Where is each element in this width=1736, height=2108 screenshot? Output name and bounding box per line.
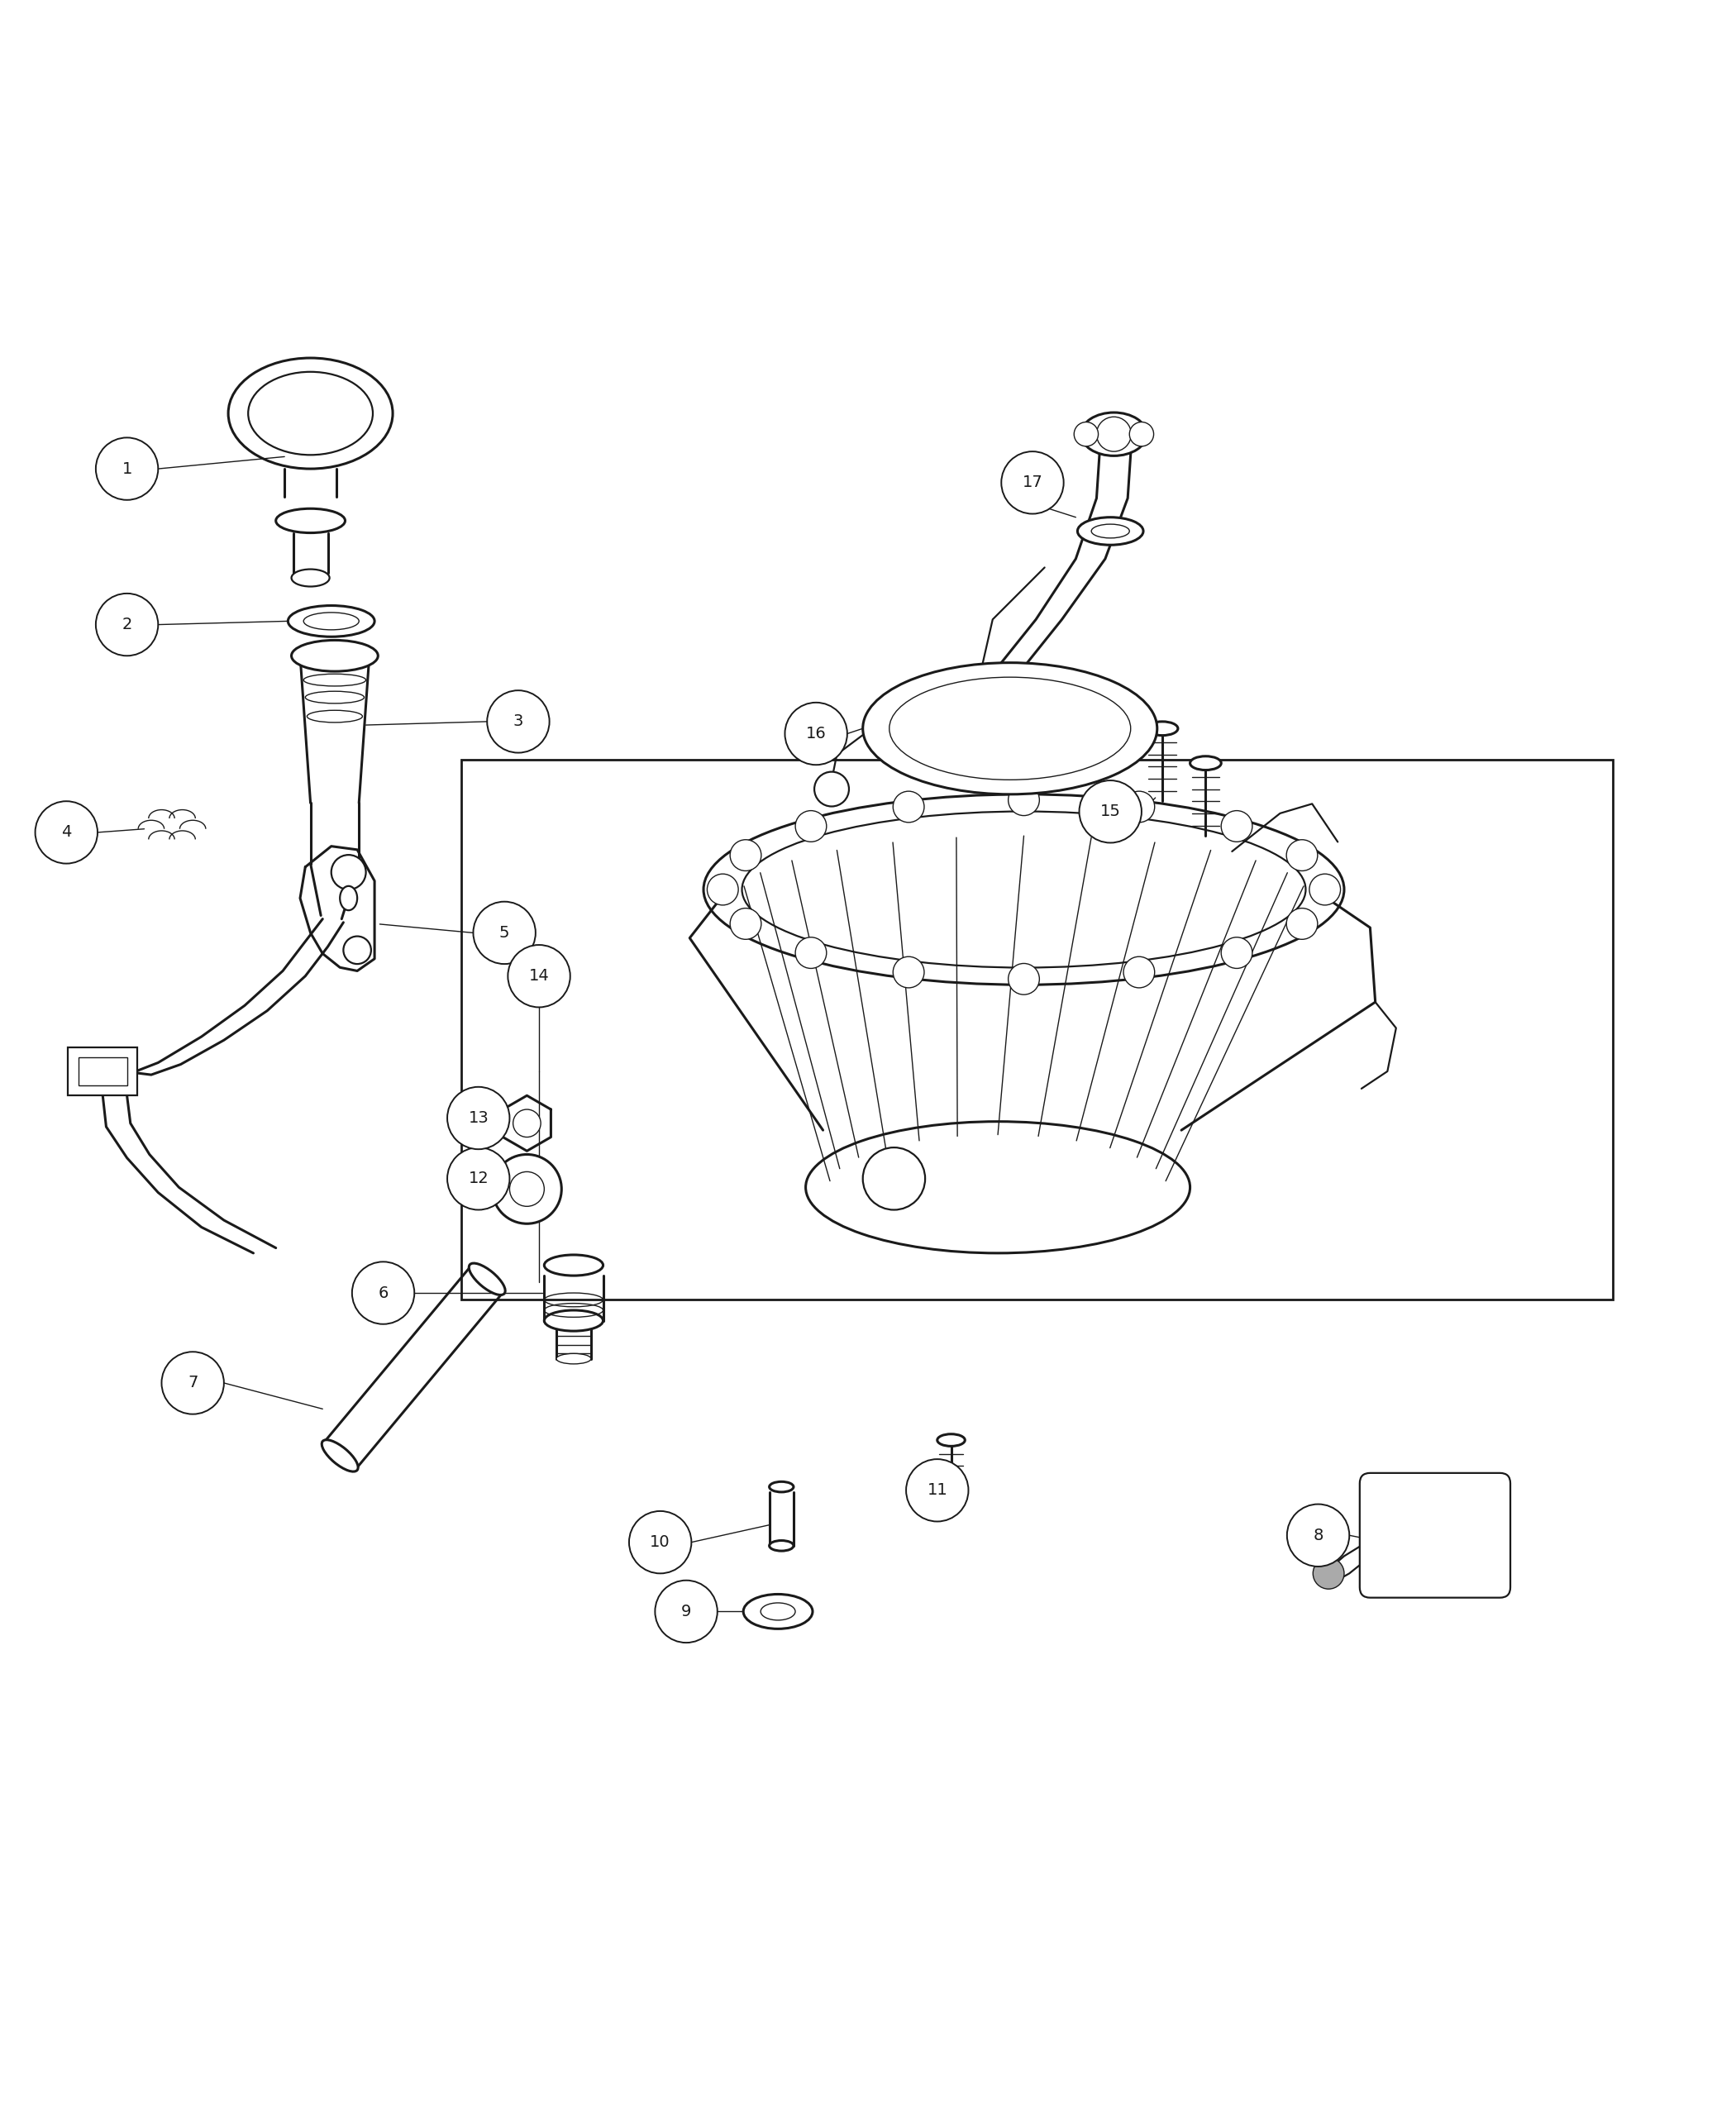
Circle shape — [1220, 938, 1252, 968]
Circle shape — [161, 1351, 224, 1414]
Ellipse shape — [292, 569, 330, 586]
Circle shape — [906, 1459, 969, 1522]
Text: 15: 15 — [1101, 803, 1121, 820]
Ellipse shape — [276, 508, 345, 533]
Circle shape — [35, 801, 97, 864]
Circle shape — [1309, 875, 1340, 904]
Ellipse shape — [760, 1602, 795, 1621]
Circle shape — [785, 702, 847, 765]
FancyBboxPatch shape — [1359, 1473, 1510, 1598]
Circle shape — [1002, 451, 1064, 514]
Circle shape — [1286, 839, 1318, 871]
Bar — [68, 1048, 137, 1096]
Circle shape — [1009, 784, 1040, 816]
Circle shape — [1080, 780, 1142, 843]
Text: 16: 16 — [806, 725, 826, 742]
Ellipse shape — [1078, 516, 1144, 546]
Ellipse shape — [556, 1353, 590, 1364]
Circle shape — [1009, 963, 1040, 995]
Text: 14: 14 — [529, 968, 549, 984]
Text: 8: 8 — [1312, 1528, 1323, 1543]
Ellipse shape — [1312, 1558, 1344, 1589]
Circle shape — [1075, 422, 1099, 447]
Text: 2: 2 — [122, 618, 132, 632]
Circle shape — [795, 938, 826, 968]
Ellipse shape — [292, 641, 378, 670]
Circle shape — [510, 1172, 543, 1206]
Circle shape — [795, 812, 826, 841]
Text: 13: 13 — [469, 1111, 488, 1126]
Ellipse shape — [543, 1311, 602, 1330]
Ellipse shape — [1147, 721, 1179, 736]
Circle shape — [352, 1263, 415, 1324]
Text: 1: 1 — [122, 462, 132, 476]
Text: 11: 11 — [927, 1482, 948, 1499]
Ellipse shape — [321, 1440, 358, 1471]
Text: 7: 7 — [187, 1374, 198, 1391]
Circle shape — [731, 839, 762, 871]
Circle shape — [1097, 417, 1132, 451]
Ellipse shape — [769, 1482, 793, 1492]
Text: 10: 10 — [649, 1535, 670, 1549]
Circle shape — [1286, 909, 1318, 940]
Ellipse shape — [288, 605, 375, 637]
Ellipse shape — [1191, 757, 1220, 769]
Text: 5: 5 — [500, 925, 510, 940]
Circle shape — [448, 1147, 510, 1210]
Circle shape — [892, 957, 924, 989]
Bar — [78, 1058, 127, 1086]
Bar — [462, 759, 1613, 1301]
Ellipse shape — [937, 1433, 965, 1446]
Ellipse shape — [469, 1263, 505, 1294]
Circle shape — [474, 902, 536, 963]
Ellipse shape — [863, 662, 1158, 795]
Circle shape — [892, 790, 924, 822]
Text: 4: 4 — [61, 824, 71, 841]
Ellipse shape — [248, 371, 373, 455]
Circle shape — [707, 875, 738, 904]
Circle shape — [1130, 422, 1154, 447]
Circle shape — [95, 438, 158, 500]
Circle shape — [332, 856, 366, 890]
Text: 3: 3 — [514, 715, 523, 729]
Ellipse shape — [1092, 525, 1130, 538]
Circle shape — [1286, 1505, 1349, 1566]
Circle shape — [654, 1581, 717, 1642]
Circle shape — [514, 1109, 542, 1136]
Ellipse shape — [769, 1541, 793, 1551]
Ellipse shape — [743, 1594, 812, 1629]
Circle shape — [95, 594, 158, 656]
Circle shape — [1220, 812, 1252, 841]
Circle shape — [1123, 790, 1154, 822]
Circle shape — [448, 1088, 510, 1149]
Text: 12: 12 — [469, 1170, 488, 1187]
Ellipse shape — [304, 613, 359, 630]
Text: 6: 6 — [378, 1286, 389, 1301]
Circle shape — [628, 1511, 691, 1573]
Circle shape — [493, 1155, 561, 1223]
Text: 17: 17 — [1023, 474, 1043, 491]
Ellipse shape — [889, 677, 1130, 780]
Ellipse shape — [543, 1254, 602, 1275]
Ellipse shape — [340, 885, 358, 911]
Circle shape — [509, 944, 569, 1008]
Circle shape — [1123, 957, 1154, 989]
Circle shape — [344, 936, 372, 963]
Ellipse shape — [1082, 413, 1147, 455]
Ellipse shape — [741, 812, 1305, 968]
Circle shape — [731, 909, 762, 940]
Circle shape — [863, 1147, 925, 1210]
Circle shape — [814, 772, 849, 807]
Circle shape — [488, 691, 549, 753]
Text: 9: 9 — [681, 1604, 691, 1619]
